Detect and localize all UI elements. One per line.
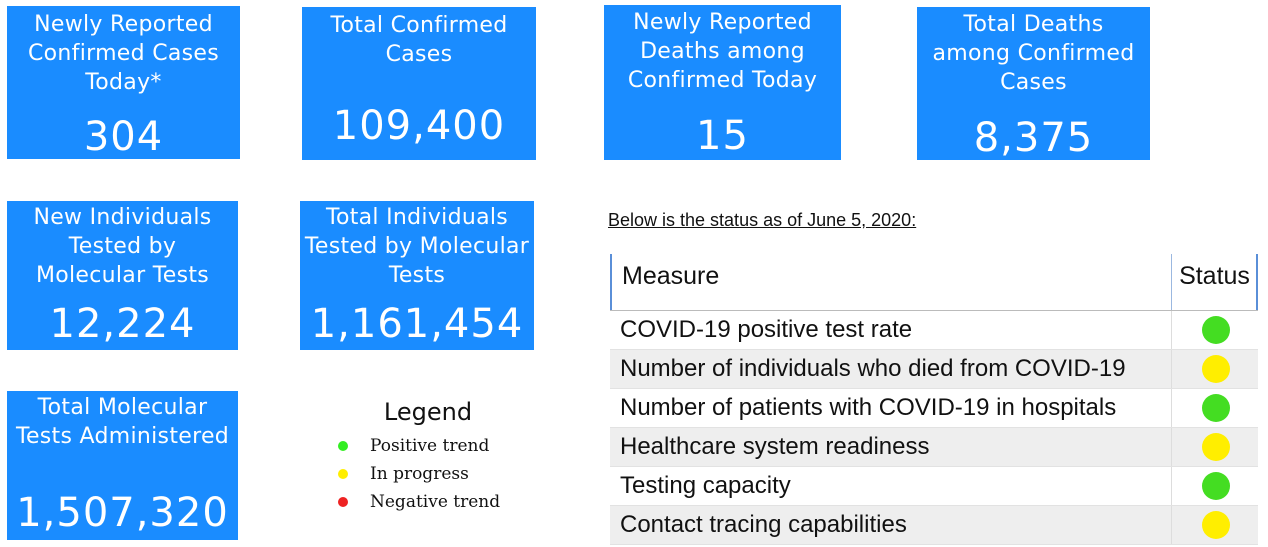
table-row: Number of individuals who died from COVI… — [610, 350, 1258, 389]
card-label: New Individuals Tested by Molecular Test… — [33, 205, 212, 288]
status-dot-icon — [1201, 316, 1230, 344]
header-status: Status — [1173, 254, 1258, 310]
table-row: Healthcare system readiness — [610, 428, 1258, 467]
card-value: 109,400 — [332, 103, 506, 149]
legend-item-negative: Negative trend — [330, 488, 530, 516]
green-dot-icon — [338, 441, 348, 451]
card-total-confirmed-cases: Total Confirmed Cases 109,400 — [302, 7, 536, 160]
red-dot-icon — [338, 497, 348, 507]
table-row: Testing capacity — [610, 467, 1258, 506]
table-row: COVID-19 positive test rate — [610, 311, 1258, 350]
card-label: Total Molecular Tests Administered — [15, 395, 230, 449]
header-measure: Measure — [610, 254, 1172, 310]
status-cell — [1173, 311, 1258, 349]
card-label: Total Deaths among Confirmed Cases — [932, 12, 1135, 95]
status-cell — [1173, 506, 1258, 544]
status-cell — [1173, 428, 1258, 466]
table-row: Contact tracing capabilities — [610, 506, 1258, 545]
legend: Legend Positive trend In progress Negati… — [330, 398, 530, 516]
legend-item-in-progress: In progress — [330, 460, 530, 488]
legend-item-positive: Positive trend — [330, 432, 530, 460]
card-total-deaths: Total Deaths among Confirmed Cases 8,375 — [917, 7, 1150, 161]
status-cell — [1173, 467, 1258, 505]
card-total-individuals-tested: Total Individuals Tested by Molecular Te… — [300, 201, 534, 350]
measure-cell: Healthcare system readiness — [610, 428, 1172, 466]
status-cell — [1173, 350, 1258, 388]
card-value: 1,161,454 — [310, 301, 524, 347]
card-value: 304 — [83, 114, 164, 160]
card-label: Newly Reported Deaths among Confirmed To… — [627, 10, 818, 93]
status-dot-icon — [1201, 355, 1230, 383]
legend-item-label: In progress — [370, 464, 469, 484]
card-new-individuals-tested: New Individuals Tested by Molecular Test… — [7, 201, 238, 350]
card-newly-reported-cases: Newly Reported Confirmed Cases Today* 30… — [7, 6, 240, 160]
card-newly-reported-deaths: Newly Reported Deaths among Confirmed To… — [604, 5, 841, 160]
measure-cell: COVID-19 positive test rate — [610, 311, 1172, 349]
measure-cell: Number of individuals who died from COVI… — [610, 350, 1172, 388]
status-dot-icon — [1201, 472, 1230, 500]
measure-cell: Number of patients with COVID-19 in hosp… — [610, 389, 1172, 427]
legend-item-label: Negative trend — [370, 492, 501, 512]
measure-cell: Testing capacity — [610, 467, 1172, 505]
legend-item-label: Positive trend — [370, 436, 490, 456]
measure-cell: Contact tracing capabilities — [610, 506, 1172, 544]
status-dot-icon — [1201, 511, 1230, 539]
legend-title: Legend — [383, 398, 473, 426]
status-title: Below is the status as of June 5, 2020: — [608, 210, 917, 230]
table-row: Number of patients with COVID-19 in hosp… — [610, 389, 1258, 428]
card-label: Total Individuals Tested by Molecular Te… — [304, 205, 530, 288]
card-value: 8,375 — [973, 115, 1094, 161]
card-value: 15 — [696, 113, 749, 159]
status-cell — [1173, 389, 1258, 427]
status-dot-icon — [1201, 394, 1230, 422]
card-total-molecular-tests: Total Molecular Tests Administered 1,507… — [7, 391, 238, 540]
card-label: Total Confirmed Cases — [330, 13, 508, 67]
yellow-dot-icon — [338, 469, 348, 479]
table-header: Measure Status — [610, 254, 1258, 311]
card-label: Newly Reported Confirmed Cases Today* — [27, 12, 219, 95]
card-value: 1,507,320 — [16, 490, 229, 536]
card-value: 12,224 — [49, 301, 196, 347]
status-dot-icon — [1201, 433, 1230, 461]
status-table: Measure Status COVID-19 positive test ra… — [610, 254, 1258, 545]
